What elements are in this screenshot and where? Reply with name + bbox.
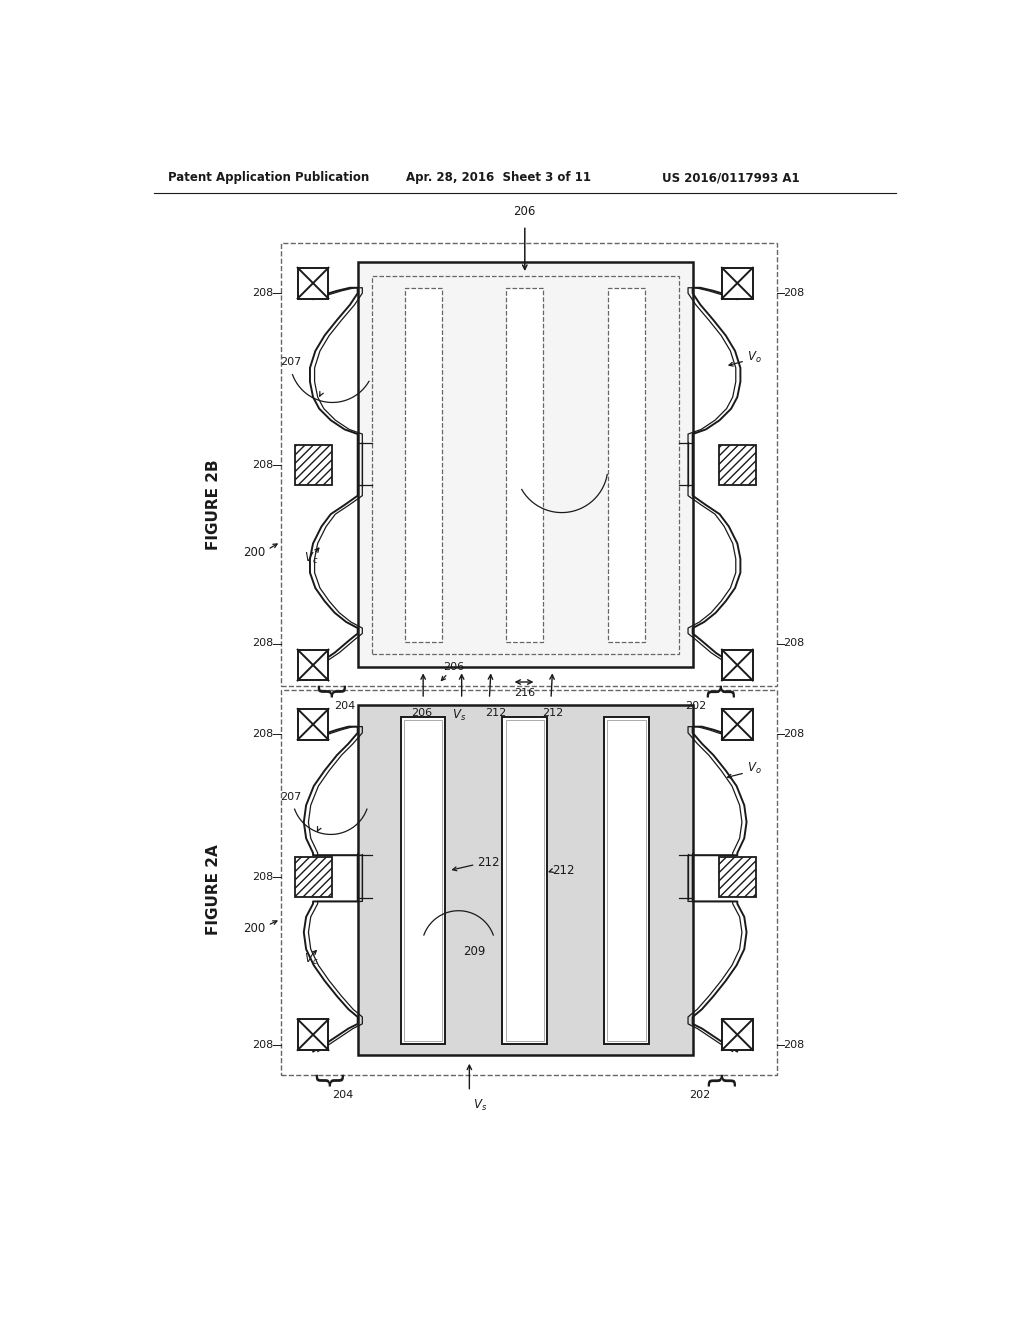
Bar [400, 717, 445, 1044]
Text: Patent Application Publication: Patent Application Publication [168, 172, 369, 185]
Text: 208: 208 [252, 459, 273, 470]
Text: 206: 206 [411, 708, 432, 718]
Bar [404, 288, 441, 642]
Bar [298, 268, 329, 298]
Bar [506, 288, 544, 642]
Text: 208: 208 [783, 1040, 805, 1051]
Text: 200: 200 [243, 921, 265, 935]
Text: 208: 208 [783, 639, 805, 648]
Text: 207: 207 [281, 792, 301, 803]
Text: 200: 200 [243, 546, 265, 560]
Text: 209: 209 [463, 945, 485, 958]
Text: 206: 206 [514, 206, 536, 218]
Text: FIGURE 2B: FIGURE 2B [206, 459, 221, 550]
Bar [722, 1019, 753, 1051]
Text: $V_c$: $V_c$ [304, 552, 318, 566]
Text: }: } [312, 684, 341, 704]
Bar [506, 719, 544, 1040]
Bar [719, 445, 756, 484]
Text: 208: 208 [252, 730, 273, 739]
Text: 207: 207 [281, 358, 301, 367]
Text: 208: 208 [252, 288, 273, 298]
Text: 209: 209 [608, 479, 631, 492]
Text: 212: 212 [484, 708, 506, 718]
Text: 208: 208 [252, 871, 273, 882]
Bar [357, 263, 692, 667]
Text: $V_o$: $V_o$ [746, 350, 761, 364]
Text: Apr. 28, 2016  Sheet 3 of 11: Apr. 28, 2016 Sheet 3 of 11 [407, 172, 591, 185]
Text: 212: 212 [553, 865, 575, 878]
Bar [403, 719, 442, 1040]
Text: US 2016/0117993 A1: US 2016/0117993 A1 [662, 172, 800, 185]
Text: 208: 208 [252, 1040, 273, 1051]
Text: $V_o$: $V_o$ [746, 760, 761, 776]
Bar [503, 717, 547, 1044]
Bar [372, 276, 679, 653]
Text: 208: 208 [783, 730, 805, 739]
Text: }: } [310, 1073, 339, 1093]
Text: $V_c$: $V_c$ [304, 952, 318, 966]
Bar [295, 445, 332, 484]
Bar [298, 649, 329, 681]
Text: 216: 216 [514, 688, 536, 698]
Text: 208: 208 [783, 288, 805, 298]
Text: 208: 208 [252, 639, 273, 648]
Bar [281, 689, 777, 1074]
Bar [295, 857, 332, 896]
Bar [298, 1019, 329, 1051]
Text: 212: 212 [543, 708, 564, 718]
Text: {: { [701, 684, 730, 704]
Text: {: { [702, 1073, 732, 1093]
Bar [298, 709, 329, 739]
Text: FIGURE 2A: FIGURE 2A [206, 845, 221, 936]
Text: $V_s$: $V_s$ [473, 1098, 487, 1113]
Bar [722, 709, 753, 739]
Text: 206: 206 [443, 661, 465, 672]
Text: 212: 212 [477, 857, 500, 870]
Text: 204: 204 [335, 701, 356, 711]
Bar [608, 288, 645, 642]
Text: 204: 204 [333, 1090, 353, 1101]
Bar [722, 649, 753, 681]
Bar [357, 705, 692, 1056]
Text: $V_s$: $V_s$ [453, 708, 467, 723]
Bar [719, 857, 756, 896]
Bar [604, 717, 649, 1044]
Text: 202: 202 [685, 701, 707, 711]
Bar [722, 268, 753, 298]
Bar [281, 243, 777, 686]
Bar [607, 719, 646, 1040]
Text: 202: 202 [689, 1090, 710, 1101]
